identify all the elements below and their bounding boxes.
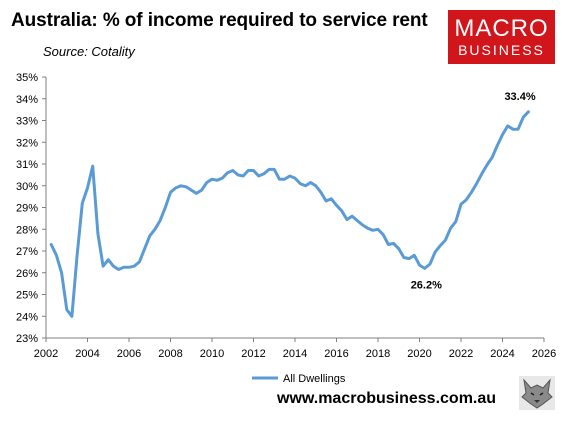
- y-tick-label: 31%: [16, 159, 38, 171]
- x-tick-label: 2010: [200, 348, 224, 360]
- y-tick-label: 33%: [16, 116, 38, 128]
- annotation-label: 33.4%: [504, 91, 535, 103]
- chart-annotations: 33.4% 26.2%: [411, 91, 536, 292]
- macrobusiness-logo: MACRO BUSINESS: [448, 10, 555, 64]
- chart-series: [49, 110, 530, 318]
- y-tick-label: 35%: [16, 72, 38, 84]
- x-tick-label: 2002: [34, 348, 58, 360]
- y-tick-label: 24%: [16, 311, 38, 323]
- wolf-head-icon: [519, 376, 555, 410]
- y-tick-label: 29%: [16, 203, 38, 215]
- x-tick-label: 2014: [283, 348, 307, 360]
- series-line-all-dwellings: [49, 110, 530, 318]
- x-tick-label: 2024: [490, 348, 514, 360]
- logo-line-macro: MACRO: [454, 15, 549, 42]
- logo-line-business: BUSINESS: [458, 42, 545, 58]
- chart-title: Australia: % of income required to servi…: [11, 10, 428, 31]
- x-tick-label: 2004: [75, 348, 99, 360]
- x-tick-label: 2012: [241, 348, 265, 360]
- chart-axes: 23% 24% 25% 26% 27% 28% 29% 30% 31% 32% 33% 34% 35% 2…: [16, 72, 556, 360]
- y-tick-label: 32%: [16, 137, 38, 149]
- x-tick-label: 2018: [366, 348, 390, 360]
- chart-source: Source: Cotality: [43, 44, 135, 59]
- y-tick-label: 23%: [16, 333, 38, 345]
- x-tick-label: 2006: [117, 348, 141, 360]
- y-tick-label: 26%: [16, 268, 38, 280]
- x-tick-label: 2008: [158, 348, 182, 360]
- legend-label: All Dwellings: [283, 373, 346, 385]
- x-tick-label: 2020: [407, 348, 431, 360]
- y-tick-label: 25%: [16, 290, 38, 302]
- y-tick-label: 27%: [16, 246, 38, 258]
- annotation-label: 26.2%: [411, 279, 442, 291]
- website-url: www.macrobusiness.com.au: [277, 390, 497, 407]
- chart-legend: All Dwellings: [252, 373, 346, 385]
- y-tick-label: 28%: [16, 224, 38, 236]
- y-tick-label: 30%: [16, 181, 38, 193]
- x-tick-label: 2016: [324, 348, 348, 360]
- y-tick-label: 34%: [16, 94, 38, 106]
- x-tick-label: 2026: [532, 348, 556, 360]
- x-tick-label: 2022: [449, 348, 473, 360]
